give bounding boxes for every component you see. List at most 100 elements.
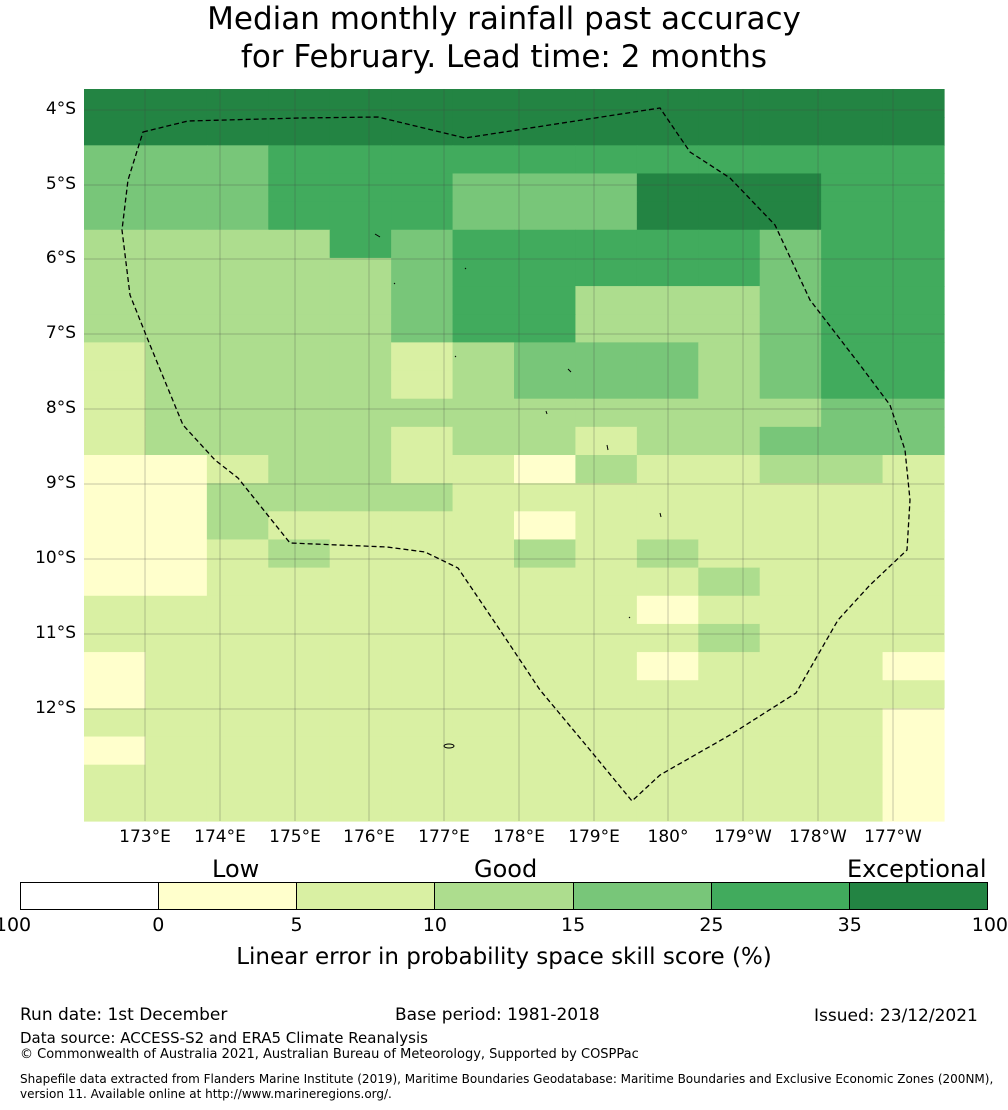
- grid-cell: [391, 455, 454, 484]
- grid-cell: [84, 792, 147, 822]
- grid-cell: [145, 229, 208, 259]
- grid-cell: [698, 708, 761, 738]
- grid-cell: [84, 680, 147, 709]
- grid-cell: [391, 595, 454, 625]
- grid-cell: [514, 314, 577, 343]
- grid-cell: [698, 145, 761, 175]
- colorbar-segment: [711, 883, 850, 909]
- grid-cell: [206, 370, 269, 400]
- grid-cell: [514, 201, 577, 231]
- grid-cell: [452, 595, 515, 625]
- grid-cell: [391, 652, 454, 681]
- longitude-label: 175°E: [269, 827, 321, 847]
- grid-cell: [268, 736, 331, 766]
- grid-cell: [206, 652, 269, 681]
- grid-cell: [84, 117, 147, 146]
- grid-cell: [84, 708, 147, 738]
- grid-cell: [391, 623, 454, 653]
- grid-cell: [882, 370, 945, 400]
- grid-cell: [84, 342, 147, 372]
- grid-cell: [84, 483, 147, 512]
- grid-cell: [821, 764, 884, 794]
- grid-cell: [821, 623, 884, 653]
- grid-cell: [391, 426, 454, 456]
- grid-cell: [882, 342, 945, 372]
- grid-cell: [882, 652, 945, 681]
- grid-cell: [821, 257, 884, 287]
- colorbar-segment: [573, 883, 712, 909]
- grid-cell: [206, 426, 269, 456]
- grid-cell: [329, 89, 392, 118]
- grid-cell: [452, 652, 515, 681]
- grid-cell: [759, 511, 822, 541]
- map-area: 4°S 5°S 6°S 7°S 8°S 9°S 10°S 11°S 12°S 173°E 174°…: [35, 89, 945, 847]
- grid-cell: [698, 455, 761, 484]
- grid-cell: [452, 257, 515, 287]
- grid-cell: [514, 145, 577, 175]
- grid-cell: [452, 201, 515, 231]
- grid-cell: [759, 764, 822, 794]
- grid-cell: [268, 567, 331, 597]
- base-period: Base period: 1981-2018: [395, 1005, 600, 1025]
- grid-cell: [575, 764, 638, 794]
- grid-cell: [452, 286, 515, 315]
- run-date: Run date: 1st December: [20, 1005, 228, 1025]
- grid-cell: [206, 145, 269, 175]
- grid-cell: [452, 708, 515, 738]
- grid-cell: [206, 398, 269, 428]
- grid-cell: [882, 257, 945, 287]
- grid-cell: [882, 173, 945, 203]
- latitude-label: 12°S: [35, 698, 76, 718]
- colorbar-tick-label: -100: [0, 914, 32, 936]
- grid-cell: [268, 342, 331, 372]
- graticule: [84, 89, 944, 821]
- grid-cell: [145, 398, 208, 428]
- grid-cell: [206, 708, 269, 738]
- grid-cell: [329, 623, 392, 653]
- grid-cell: [206, 173, 269, 203]
- grid-cell: [329, 398, 392, 428]
- grid-cell: [329, 314, 392, 343]
- grid-cell: [698, 314, 761, 343]
- grid-cell: [145, 342, 208, 372]
- grid-cell: [821, 370, 884, 400]
- island: [567, 368, 572, 373]
- grid-cell: [575, 257, 638, 287]
- grid-cell: [514, 680, 577, 709]
- shapefile-credit: Shapefile data extracted from Flanders M…: [20, 1072, 994, 1101]
- grid-cell: [268, 257, 331, 287]
- grid-cell: [452, 229, 515, 259]
- longitude-label: 180°: [647, 827, 689, 847]
- grid-cell: [698, 483, 761, 512]
- colorbar-segment: [435, 883, 574, 909]
- grid-cell: [514, 342, 577, 372]
- copyright: © Commonwealth of Australia 2021, Austra…: [20, 1047, 639, 1062]
- grid-cell: [329, 145, 392, 175]
- grid-cell: [206, 89, 269, 118]
- grid-cell: [882, 89, 945, 118]
- grid-cell: [759, 201, 822, 231]
- grid-cell: [391, 89, 454, 118]
- grid-cell: [452, 764, 515, 794]
- grid-cell: [84, 539, 147, 569]
- longitude-label: 179°E: [568, 827, 620, 847]
- grid-cell: [821, 708, 884, 738]
- grid-cell: [514, 736, 577, 766]
- grid-cell: [759, 145, 822, 175]
- chart-title: Median monthly rainfall past accuracy fo…: [0, 0, 1008, 76]
- grid-cell: [698, 680, 761, 709]
- grid-cell: [759, 708, 822, 738]
- grid-cell: [452, 483, 515, 512]
- grid-cell: [759, 539, 822, 569]
- grid-cell: [206, 736, 269, 766]
- grid-cell: [514, 652, 577, 681]
- grid-cell: [759, 342, 822, 372]
- grid-cell: [575, 708, 638, 738]
- grid-cell: [882, 764, 945, 794]
- grid-cell: [514, 511, 577, 541]
- grid-cell: [759, 736, 822, 766]
- grid-cell: [575, 117, 638, 146]
- grid-cell: [391, 286, 454, 315]
- grid-cell: [268, 539, 331, 569]
- grid-cell: [329, 257, 392, 287]
